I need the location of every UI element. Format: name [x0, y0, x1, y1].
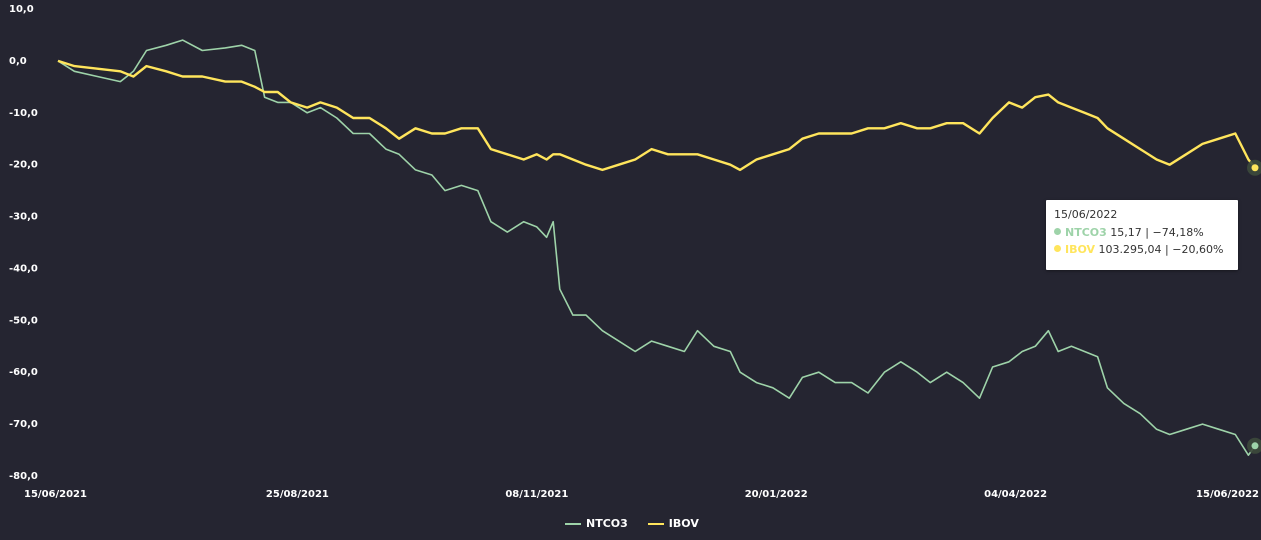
x-tick-label: 15/06/2021 — [24, 489, 87, 500]
chart-legend: NTCO3 IBOV — [565, 517, 699, 530]
legend-label: NTCO3 — [586, 517, 628, 530]
legend-item-ibov[interactable]: IBOV — [647, 517, 699, 530]
x-tick-label: 15/06/2022 — [1196, 489, 1259, 500]
tooltip-series-name: IBOV — [1065, 243, 1096, 256]
tooltip-change: −74,18% — [1152, 226, 1204, 239]
y-tick-label: -50,0 — [9, 315, 38, 326]
y-tick-label: 0,0 — [9, 56, 27, 67]
x-tick-label: 20/01/2022 — [745, 489, 808, 500]
tooltip-value: 15,17 — [1110, 226, 1142, 239]
y-tick-label: -30,0 — [9, 212, 38, 223]
tooltip-row-ntco3: NTCO3 15,17 | −74,18% — [1054, 224, 1230, 241]
y-tick-label: 10,0 — [9, 4, 34, 15]
x-axis-ticks: 15/06/2021 25/08/2021 08/11/2021 20/01/2022… — [24, 489, 1259, 500]
hover-tooltip: 15/06/2022 NTCO3 15,17 | −74,18% IBOV 10… — [1046, 200, 1238, 270]
legend-item-ntco3[interactable]: NTCO3 — [565, 517, 628, 530]
series-lines — [57, 39, 1256, 457]
y-tick-label: -40,0 — [9, 263, 38, 274]
tooltip-dot-ibov — [1054, 245, 1061, 252]
x-tick-label: 25/08/2021 — [266, 489, 329, 500]
hover-marker-ibov — [1251, 164, 1259, 172]
x-tick-label: 08/11/2021 — [505, 489, 568, 500]
y-tick-label: -10,0 — [9, 108, 38, 119]
hover-marker-ntco3 — [1251, 442, 1259, 450]
tooltip-change: −20,60% — [1172, 243, 1224, 256]
tooltip-separator: | — [1145, 226, 1150, 239]
tooltip-dot-ntco3 — [1054, 228, 1061, 235]
y-tick-label: -70,0 — [9, 419, 38, 430]
series-line-ibov — [57, 59, 1256, 172]
tooltip-separator: | — [1165, 243, 1169, 256]
x-tick-label: 04/04/2022 — [984, 489, 1047, 500]
tooltip-date: 15/06/2022 — [1054, 208, 1118, 221]
legend-swatch-ibov — [647, 522, 664, 525]
series-line-ntco3 — [57, 39, 1256, 457]
legend-label: IBOV — [668, 517, 699, 530]
tooltip-value: 103.295,04 — [1098, 243, 1162, 256]
tooltip-row-ibov: IBOV 103.295,04 | −20,60% — [1054, 241, 1230, 258]
y-tick-label: -20,0 — [9, 160, 38, 171]
tooltip-series-name: NTCO3 — [1065, 226, 1107, 239]
legend-swatch-ntco3 — [565, 522, 581, 525]
y-axis-ticks: 10,0 0,0 -10,0 -20,0 -30,0 -40,0 -50,0 -60,0 -70… — [9, 4, 38, 482]
y-tick-label: -60,0 — [9, 367, 38, 378]
y-tick-label: -80,0 — [9, 471, 38, 482]
hover-markers — [1247, 159, 1261, 454]
